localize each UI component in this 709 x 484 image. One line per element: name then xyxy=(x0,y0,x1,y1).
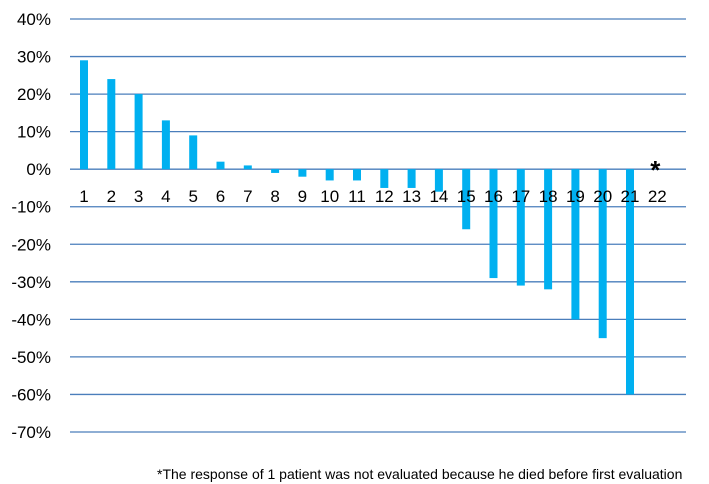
x-category-label: 5 xyxy=(188,187,197,206)
bar xyxy=(161,120,170,170)
y-tick-label: 40% xyxy=(17,10,51,29)
x-category-label: 8 xyxy=(270,187,279,206)
bar xyxy=(489,169,498,279)
bar xyxy=(407,169,416,188)
x-category-label: 14 xyxy=(429,187,448,206)
y-tick-label: -30% xyxy=(11,273,51,292)
bar xyxy=(380,169,389,188)
bar xyxy=(325,169,334,181)
x-category-label: 3 xyxy=(134,187,143,206)
x-category-label: 17 xyxy=(511,187,530,206)
y-tick-label: -50% xyxy=(11,348,51,367)
x-category-label: 7 xyxy=(243,187,252,206)
bar xyxy=(80,60,88,170)
annotations: * xyxy=(650,155,661,185)
bar xyxy=(598,169,607,339)
bars xyxy=(80,60,634,395)
x-category-label: 1 xyxy=(79,187,88,206)
y-tick-label: -70% xyxy=(11,423,51,442)
annotation-asterisk: * xyxy=(650,155,661,185)
bar xyxy=(189,135,198,170)
x-category-label: 13 xyxy=(402,187,421,206)
bar xyxy=(571,169,580,320)
bar xyxy=(626,169,634,395)
y-tick-label: -10% xyxy=(11,198,51,217)
bar xyxy=(516,169,525,286)
bar xyxy=(544,169,553,290)
x-category-label: 19 xyxy=(566,187,585,206)
bar xyxy=(243,165,252,170)
y-tick-label: 20% xyxy=(17,85,51,104)
x-category-label: 4 xyxy=(161,187,170,206)
gridlines xyxy=(70,18,686,433)
x-category-label: 22 xyxy=(648,187,667,206)
y-tick-label: 0% xyxy=(26,160,51,179)
chart-footnote: *The response of 1 patient was not evalu… xyxy=(157,466,683,482)
x-category-label: 11 xyxy=(348,187,366,206)
y-axis-tick-labels: 40% 30% 20% 10% 0% -10% -20% -30% -40% -50% -60% -7… xyxy=(11,10,51,442)
x-category-label: 9 xyxy=(298,187,307,206)
x-category-label: 16 xyxy=(484,187,503,206)
bar xyxy=(216,161,225,170)
y-tick-label: 10% xyxy=(17,123,51,142)
y-tick-label: 30% xyxy=(17,48,51,67)
bar xyxy=(134,94,143,170)
x-category-label: 18 xyxy=(539,187,558,206)
y-tick-label: -20% xyxy=(11,235,51,254)
x-category-label: 10 xyxy=(320,187,339,206)
x-category-label: 12 xyxy=(375,187,394,206)
x-category-label: 6 xyxy=(216,187,225,206)
bar xyxy=(271,169,280,173)
bar xyxy=(298,169,307,177)
x-category-label: 2 xyxy=(107,187,116,206)
bar xyxy=(434,169,443,192)
bar xyxy=(107,79,116,170)
bar xyxy=(353,169,361,181)
x-category-label: 15 xyxy=(457,187,476,206)
y-tick-label: -40% xyxy=(11,310,51,329)
x-category-label: 20 xyxy=(593,187,612,206)
x-axis-category-labels: 1 2 3 4 5 6 7 8 9 10 11 12 13 14 15 16 17 18 19 20 21 22 xyxy=(79,187,666,206)
bar xyxy=(462,169,471,230)
y-tick-label: -60% xyxy=(11,385,51,404)
x-category-label: 21 xyxy=(621,187,640,206)
